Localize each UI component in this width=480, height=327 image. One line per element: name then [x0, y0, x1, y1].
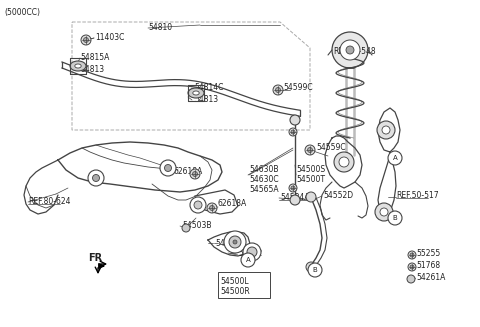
- Text: 54500T: 54500T: [296, 176, 325, 184]
- Circle shape: [308, 263, 322, 277]
- Text: 11403C: 11403C: [95, 33, 124, 43]
- Text: B: B: [312, 267, 317, 273]
- Circle shape: [182, 224, 190, 232]
- Circle shape: [209, 205, 215, 211]
- Text: 54630B: 54630B: [249, 165, 278, 175]
- Ellipse shape: [188, 88, 204, 98]
- Text: 55255: 55255: [416, 250, 440, 259]
- Text: 62618A: 62618A: [218, 199, 247, 209]
- Text: 54261A: 54261A: [416, 273, 445, 283]
- Circle shape: [290, 115, 300, 125]
- Text: 51768: 51768: [416, 262, 440, 270]
- Circle shape: [247, 247, 257, 257]
- Text: 54500S: 54500S: [296, 165, 325, 175]
- Text: 54599C: 54599C: [283, 83, 312, 93]
- Text: 54630C: 54630C: [249, 176, 278, 184]
- Circle shape: [408, 263, 416, 271]
- Circle shape: [165, 164, 171, 171]
- Text: (5000CC): (5000CC): [4, 8, 40, 17]
- Circle shape: [224, 231, 246, 253]
- Circle shape: [84, 38, 88, 43]
- Circle shape: [233, 240, 237, 244]
- Circle shape: [339, 157, 349, 167]
- Circle shape: [340, 40, 360, 60]
- Text: 54551D: 54551D: [215, 238, 245, 248]
- Text: B: B: [393, 215, 397, 221]
- Text: 62618A: 62618A: [174, 167, 203, 177]
- Circle shape: [334, 152, 354, 172]
- Ellipse shape: [75, 64, 81, 68]
- Circle shape: [192, 171, 197, 177]
- Circle shape: [407, 275, 415, 283]
- Circle shape: [190, 169, 200, 179]
- Circle shape: [289, 184, 297, 192]
- Text: 54500R: 54500R: [220, 287, 250, 297]
- Circle shape: [190, 197, 206, 213]
- Text: 54565A: 54565A: [249, 185, 278, 195]
- Ellipse shape: [193, 91, 199, 95]
- Text: REF.50-517: REF.50-517: [396, 192, 439, 200]
- Text: 54500L: 54500L: [220, 278, 249, 286]
- Circle shape: [290, 195, 300, 205]
- Circle shape: [306, 192, 316, 202]
- Circle shape: [194, 201, 202, 209]
- Circle shape: [380, 208, 388, 216]
- Circle shape: [291, 130, 295, 134]
- Text: 54814C: 54814C: [194, 83, 223, 93]
- Text: 54815A: 54815A: [80, 54, 109, 62]
- Circle shape: [229, 236, 241, 248]
- Circle shape: [273, 85, 283, 95]
- Text: 54552: 54552: [238, 249, 262, 257]
- Text: A: A: [393, 155, 397, 161]
- Text: REF.54-548: REF.54-548: [333, 47, 376, 57]
- Ellipse shape: [70, 61, 86, 71]
- Circle shape: [93, 175, 99, 181]
- Circle shape: [377, 121, 395, 139]
- Circle shape: [305, 145, 315, 155]
- Circle shape: [408, 251, 416, 259]
- Circle shape: [291, 186, 295, 190]
- Text: 54813: 54813: [80, 65, 104, 75]
- Text: 54503B: 54503B: [182, 221, 212, 231]
- Circle shape: [289, 128, 297, 136]
- Text: 54552D: 54552D: [323, 192, 353, 200]
- Text: REF.80-624: REF.80-624: [28, 198, 71, 206]
- Circle shape: [88, 170, 104, 186]
- Circle shape: [241, 253, 255, 267]
- Circle shape: [81, 35, 91, 45]
- Circle shape: [207, 203, 217, 213]
- Circle shape: [306, 262, 316, 272]
- Circle shape: [375, 203, 393, 221]
- Text: 54810: 54810: [148, 24, 172, 32]
- Text: 54813: 54813: [194, 95, 218, 105]
- Circle shape: [346, 46, 354, 54]
- Circle shape: [160, 160, 176, 176]
- Circle shape: [388, 151, 402, 165]
- Circle shape: [243, 243, 261, 261]
- Text: 54584A: 54584A: [280, 194, 310, 202]
- Circle shape: [308, 147, 312, 152]
- Circle shape: [410, 265, 414, 269]
- Text: A: A: [246, 257, 251, 263]
- Text: 54559C: 54559C: [316, 144, 346, 152]
- Circle shape: [382, 126, 390, 134]
- Circle shape: [388, 211, 402, 225]
- Circle shape: [332, 32, 368, 68]
- Text: FR: FR: [88, 253, 102, 263]
- Circle shape: [276, 88, 280, 93]
- Circle shape: [410, 253, 414, 257]
